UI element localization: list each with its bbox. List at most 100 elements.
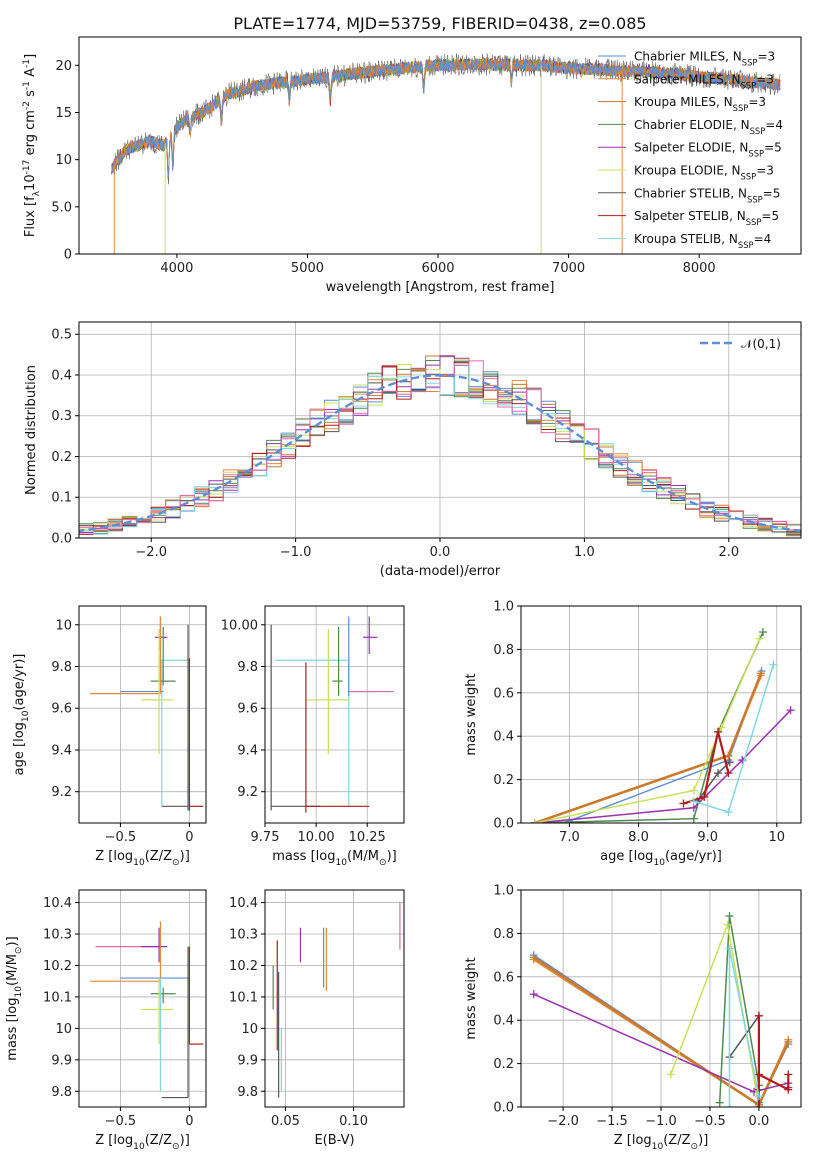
legend-entry: Kroupa STELIB, NSSP=4: [634, 232, 771, 250]
weight-marker: [754, 1103, 763, 1107]
age_vs_mass-plot-area: [270, 616, 394, 813]
weight-marker: [529, 953, 538, 962]
weight_vs_Z-axes: −2.0 −1.5 −1.0 −0.5 0.0 0.0 0.2 0.4 0.6 0.8 1.0 Z […: [464, 884, 802, 1152]
residuals-plot-area: [79, 355, 801, 538]
weight-marker: [754, 1092, 763, 1101]
weight-marker: [715, 1098, 724, 1107]
weight-marker: [689, 797, 698, 806]
weight-marker: [725, 944, 734, 953]
mass_vs_Z-plot-area: [90, 921, 204, 1099]
weight-marker: [689, 814, 698, 823]
weight-marker: [769, 660, 778, 669]
x-tick-label: 1.0: [574, 545, 595, 560]
errorbar-point: [154, 616, 168, 650]
y-tick-label: 9.8: [51, 1085, 72, 1100]
x-tick-label: −0.5: [105, 830, 137, 845]
spectrum-line-chabrier-miles: [111, 58, 781, 176]
x-tick-label: −2.0: [547, 1114, 579, 1129]
weight-marker: [725, 1103, 734, 1107]
errorbar-point: [161, 624, 189, 811]
x-tick-label: 8000: [683, 261, 716, 276]
legend-entry: Chabrier MILES, NSSP=3: [634, 50, 775, 68]
errorbar-point: [270, 624, 321, 811]
errorbar-point: [160, 659, 190, 807]
spectrum-legend: Chabrier MILES, NSSP=3 Salpeter MILES, NS…: [598, 50, 783, 250]
x-tick-label: 2.0: [718, 545, 739, 560]
errorbar-point: [141, 628, 173, 755]
y-tick-label: 9.8: [237, 660, 258, 675]
x-axis-label: E(B-V): [314, 1133, 354, 1148]
mass_vs_Z-axes: −0.5 0 9.8 9.9 10 10.1 10.2 10.3 10.4 Z [log10(Z/…: [5, 889, 207, 1152]
y-tick-label: 0.8: [493, 643, 514, 658]
errorbar-point: [141, 927, 168, 963]
errorbar-point: [90, 616, 162, 695]
weight_vs_age-plot-area: [530, 628, 795, 823]
weight-marker: [714, 769, 723, 778]
y-tick-label: 9.6: [51, 702, 72, 717]
x-tick-label: 7000: [552, 261, 585, 276]
weight-line-chabrier-stelib: [696, 761, 731, 802]
x-tick-label: 0: [185, 1114, 193, 1129]
errorbar-point: [305, 628, 349, 755]
weight-marker: [725, 912, 734, 921]
x-tick-label: 0.0: [749, 1114, 770, 1129]
weight-marker: [689, 786, 698, 795]
y-tick-label: 10: [55, 618, 72, 633]
y-tick-label: 9.9: [51, 1053, 72, 1068]
weight-marker: [717, 723, 726, 732]
weight-marker: [784, 1037, 793, 1046]
y-tick-label: 9.2: [237, 785, 258, 800]
y-tick-label: 10.4: [229, 896, 258, 911]
y-tick-label: 0: [64, 248, 72, 263]
y-tick-label: 10: [55, 153, 72, 168]
weight-marker: [756, 669, 765, 678]
weight_vs_Z-plot-area: [529, 912, 793, 1107]
weight-marker: [724, 769, 733, 778]
y-tick-label: 1.0: [493, 884, 514, 899]
errorbar-point: [305, 662, 370, 813]
age_vs_Z-plot-area: [90, 616, 204, 811]
x-tick-label: 10: [769, 830, 786, 845]
y-tick-label: 9.2: [51, 785, 72, 800]
y-tick-label: 9.6: [237, 702, 258, 717]
errorbar-point: [275, 659, 350, 807]
x-tick-label: 10.00: [297, 830, 334, 845]
y-tick-label: 10.1: [43, 990, 72, 1005]
legend-entry: Salpeter MILES, NSSP=3: [634, 72, 774, 90]
weight-line-kroupa-elodie: [670, 921, 760, 1107]
y-tick-label: 9.4: [51, 743, 72, 758]
y-tick-label: 0.2: [51, 450, 72, 465]
y-axis-label: Flux [fλ10-17 erg cm-2 s-1 A-1]: [22, 54, 42, 237]
y-tick-label: 9.9: [237, 1053, 258, 1068]
weight-line-kroupa-elodie: [534, 638, 761, 823]
x-tick-label: −2.0: [135, 545, 167, 560]
errorbar-point: [188, 658, 204, 811]
x-tick-label: 9.0: [697, 830, 718, 845]
x-tick-label: 5000: [291, 261, 324, 276]
x-tick-label: 7.0: [559, 830, 580, 845]
y-tick-label: 0.2: [493, 773, 514, 788]
weight-marker: [784, 1070, 793, 1079]
y-axis-label: Normed distribution: [24, 365, 39, 495]
spectrum-plot-area: [111, 53, 781, 254]
y-tick-label: 9.4: [237, 743, 258, 758]
weight-marker: [724, 751, 733, 760]
legend-entry: Chabrier STELIB, NSSP=5: [634, 186, 780, 204]
errorbar-point: [90, 921, 162, 982]
age_vs_mass-axes: 9.75 10.00 10.25 9.2 9.4 9.6 9.8 10.00 mass [log…: [221, 605, 405, 868]
weight-marker: [724, 808, 733, 817]
errorbar-point: [348, 616, 378, 696]
x-axis-label: wavelength [Angstrom, rest frame]: [326, 280, 555, 295]
weight-marker: [565, 816, 574, 823]
y-tick-label: 0.6: [493, 686, 514, 701]
x-axis-label: mass [log10(M/M⊙)]: [272, 849, 396, 868]
y-axis-label: mass [log10(M/M⊙)]: [5, 936, 24, 1060]
axes-frame: [78, 36, 802, 255]
legend-entry: Salpeter STELIB, NSSP=5: [634, 209, 779, 227]
x-tick-label: −1.0: [280, 545, 312, 560]
axes-frame: [264, 889, 405, 1108]
y-tick-label: 10.3: [229, 928, 258, 943]
y-tick-label: 0.1: [51, 491, 72, 506]
errorbar-point: [150, 626, 176, 686]
x-tick-label: −1.0: [645, 1114, 677, 1129]
